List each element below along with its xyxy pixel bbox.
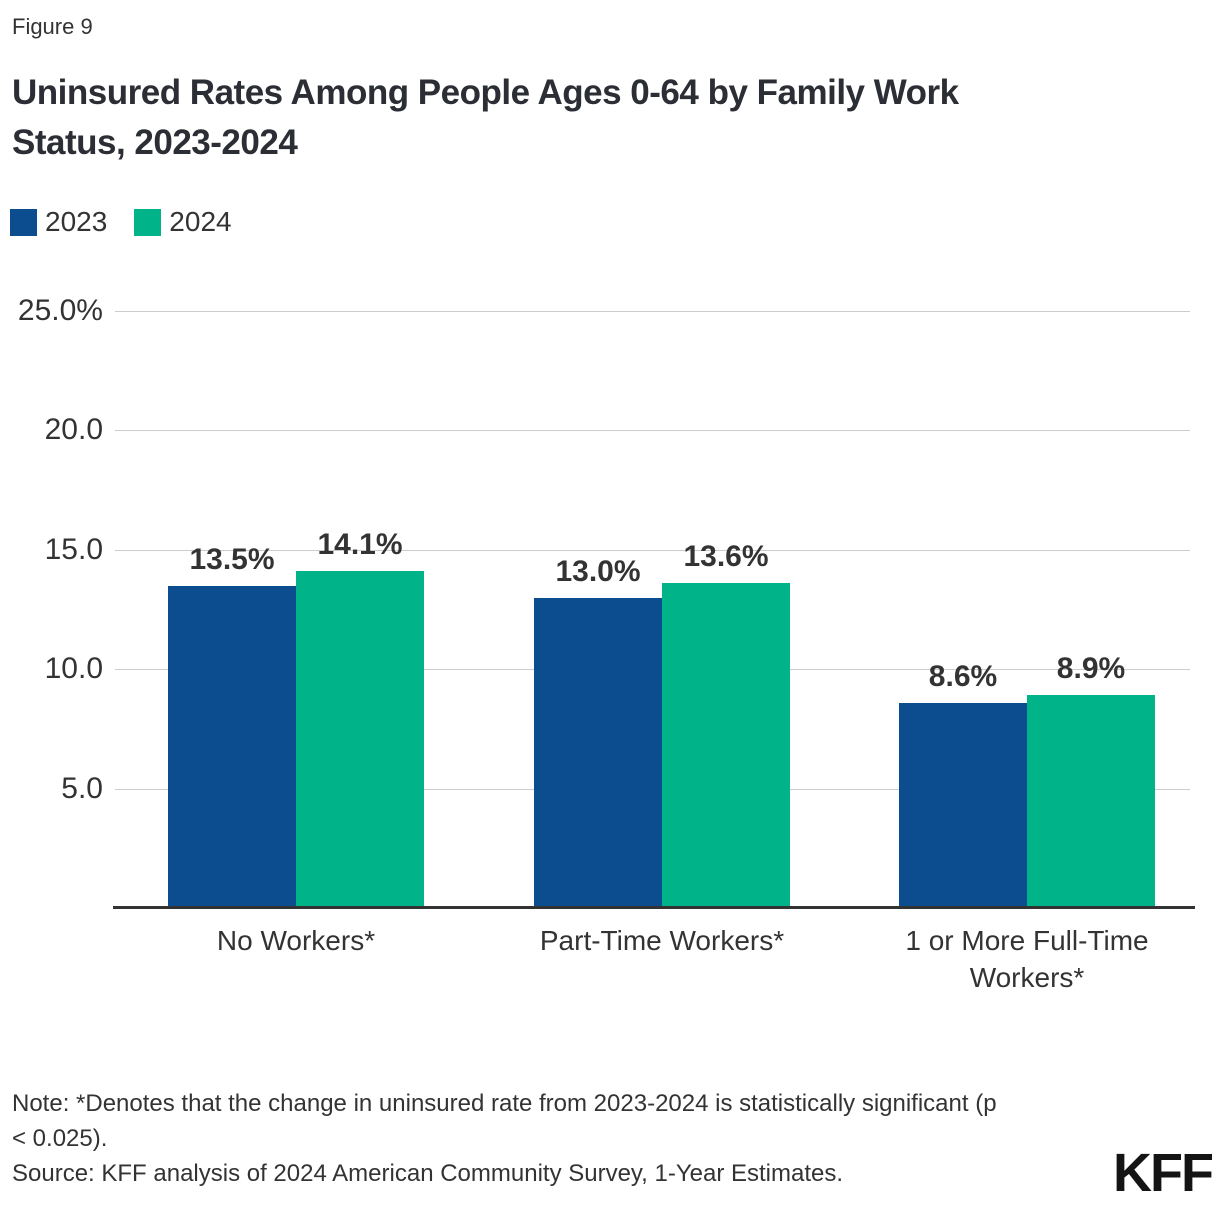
bar-2023-2 [899, 702, 1027, 908]
legend: 2023 2024 [10, 206, 232, 238]
bar-value-label: 14.1% [317, 528, 403, 562]
legend-label: 2024 [169, 206, 232, 237]
y-tick-label: 15.0 [44, 532, 103, 566]
y-tick-label: 20.0 [44, 413, 103, 447]
legend-swatch-icon [10, 208, 37, 236]
legend-label: 2023 [45, 206, 108, 237]
chart-title: Uninsured Rates Among People Ages 0-64 b… [12, 73, 959, 162]
x-axis-line [113, 906, 1195, 909]
legend-swatch-icon [134, 208, 162, 236]
gridline-25 [115, 311, 1190, 312]
note-text: Note: *Denotes that the change in uninsu… [12, 1090, 997, 1152]
x-category-label: No Workers* [216, 925, 376, 956]
legend-item-2023: 2023 [10, 206, 107, 238]
bar-2023-0 [168, 585, 296, 908]
gridline-15 [115, 549, 1190, 551]
gridline-20 [115, 430, 1190, 432]
y-tick-label: 10.0 [44, 652, 103, 686]
bar-2024-1 [662, 583, 790, 908]
bar-value-label: 13.6% [683, 540, 769, 574]
bar-value-label: 13.5% [189, 542, 275, 576]
bar-2024-2 [1027, 695, 1155, 908]
bar-value-label: 8.6% [928, 659, 998, 693]
figure-label: Figure 9 [12, 14, 93, 39]
plot-area: 13.5% 13.0% 8.6% 14.1% 13.6% 8.9% [115, 311, 1190, 908]
legend-item-2024: 2024 [134, 206, 232, 238]
y-tick-label: 25.0% [17, 294, 103, 327]
bar-value-label: 8.9% [1056, 652, 1126, 686]
bar-2024-0 [296, 571, 424, 908]
x-category-label: Part-Time Workers* [539, 925, 785, 956]
kff-logo: KFF [1113, 1143, 1214, 1203]
y-tick-label: 5.0 [61, 771, 103, 805]
source-text: Source: KFF analysis of 2024 American Co… [12, 1160, 844, 1187]
x-category-label: 1 or More Full-Time Workers* [905, 925, 1149, 993]
bar-2023-1 [534, 597, 662, 908]
bar-value-label: 13.0% [555, 554, 641, 588]
